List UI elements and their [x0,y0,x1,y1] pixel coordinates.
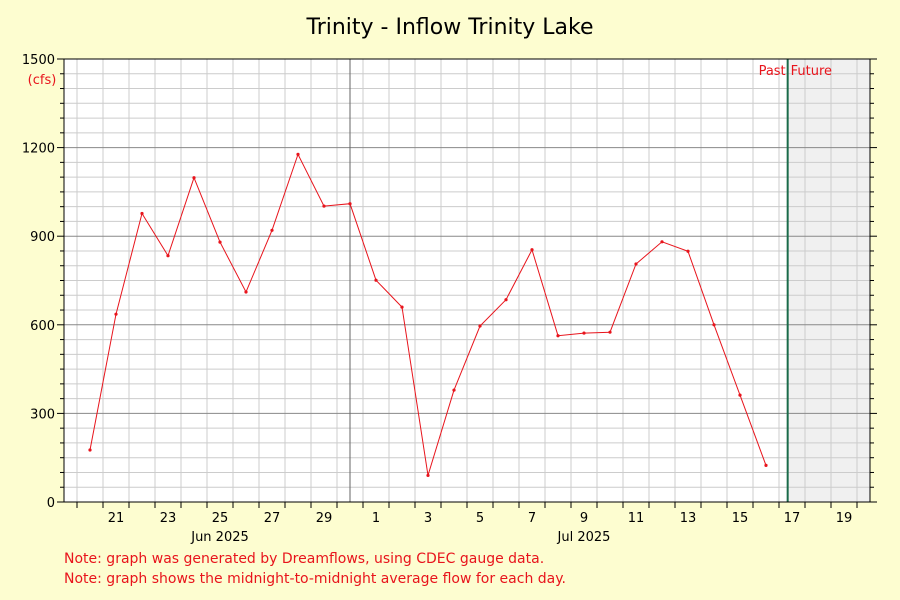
data-point [114,312,118,316]
plot-border [63,58,871,503]
x-tick-label: 1 [372,511,380,526]
data-point [322,204,326,208]
note-line-2: Note: graph shows the midnight-to-midnig… [64,571,566,587]
data-point [608,330,612,334]
data-point [556,334,560,338]
y-tick-label: 600 [30,319,55,334]
data-point [296,152,300,156]
x-tick-label: 9 [580,511,588,526]
data-point [192,176,196,180]
data-point [348,202,352,206]
x-tick-label: 3 [424,511,432,526]
data-point [140,211,144,216]
y-tick-label: 0 [47,496,55,511]
series-points [88,152,768,478]
x-tick-label: 19 [836,511,853,526]
data-point [166,254,170,258]
axis-ticks [57,58,877,508]
y-tick-label: 1200 [22,142,55,157]
data-point [270,228,274,232]
data-point [582,331,586,335]
past-label: Past [759,64,786,79]
x-tick-label: 15 [732,511,749,526]
month-labels: Jun 2025 Jul 2025 [190,530,610,545]
x-tick-label: 5 [476,511,484,526]
x-tick-label: 23 [160,511,177,526]
month-label: Jun 2025 [190,530,249,545]
data-point [244,290,248,294]
data-point [712,323,716,327]
x-tick-label: 7 [528,511,536,526]
data-point [530,248,534,252]
chart-title: Trinity - Inflow Trinity Lake [305,15,593,40]
y-tick-label: 300 [30,407,55,422]
x-axis-labels: 21 23 25 27 29 1 3 5 7 9 11 13 15 17 19 [108,511,853,526]
y-tick-label: 900 [30,230,55,245]
x-tick-label: 25 [212,511,229,526]
data-point [478,324,482,328]
y-tick-label: 1500 [22,53,55,68]
month-label: Jul 2025 [557,530,611,545]
minor-grid [64,59,870,502]
y-axis-labels: 0 300 600 900 1200 1500 [22,53,55,511]
data-point [764,463,768,467]
x-tick-label: 13 [680,511,697,526]
data-point [634,262,638,266]
note-line-1: Note: graph was generated by Dreamflows,… [64,551,544,567]
future-label: Future [791,64,832,79]
data-point [400,305,404,309]
data-point [218,240,222,244]
x-tick-label: 29 [316,511,333,526]
data-point [504,298,508,302]
x-tick-label: 17 [784,511,801,526]
data-point [88,448,92,452]
x-tick-label: 21 [108,511,125,526]
data-point [660,240,664,244]
data-point [426,473,430,478]
x-tick-label: 27 [264,511,281,526]
data-point [686,249,690,253]
y-axis-unit: (cfs) [28,73,57,88]
x-tick-label: 11 [628,511,645,526]
data-point [738,393,742,397]
data-point [374,278,378,282]
data-point [452,388,456,392]
major-grid [64,58,870,503]
